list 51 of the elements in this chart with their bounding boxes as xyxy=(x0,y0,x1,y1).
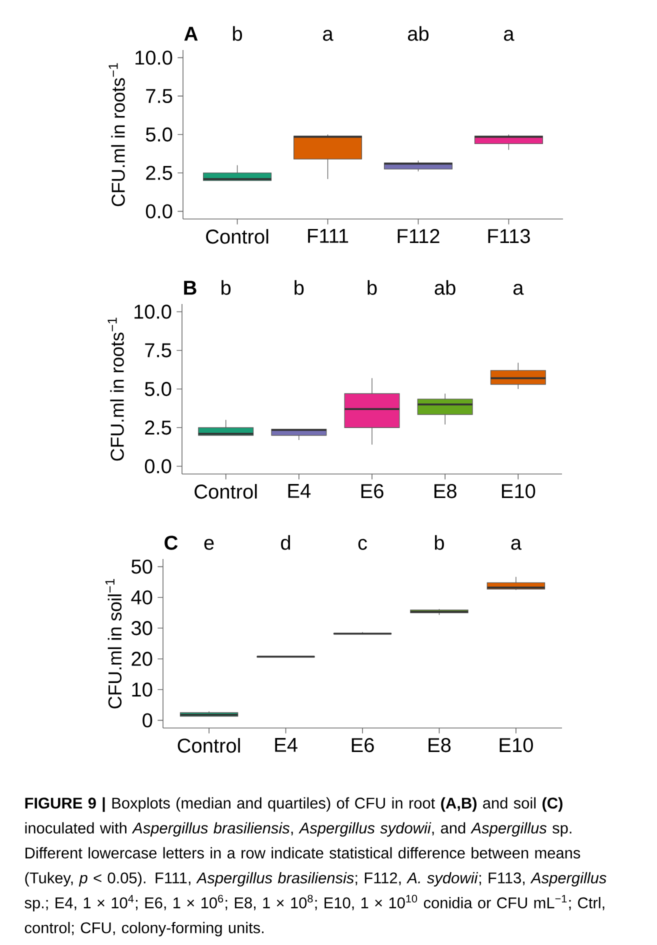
y-tick-label: 20 xyxy=(132,652,152,666)
y-tick-label: 50 xyxy=(132,560,152,574)
x-tick-label: E6 xyxy=(352,738,374,752)
chart-title: A xyxy=(184,26,198,41)
x-tick-label: Control xyxy=(178,738,240,753)
text: d xyxy=(281,535,290,550)
y-tick-label: 0.0 xyxy=(146,204,172,218)
text: a xyxy=(513,284,524,295)
x-tick-label: Control xyxy=(206,229,268,244)
x-tick-label: E4 xyxy=(275,738,298,752)
text: c xyxy=(358,538,367,550)
y-axis-title: CFU.ml in soil$^{−1}$ xyxy=(105,578,122,708)
y-tick-label: 0.0 xyxy=(144,459,172,474)
x-tick-label: E10 xyxy=(502,484,536,498)
x-tick-label: E8 xyxy=(434,484,456,498)
text: b xyxy=(368,280,377,295)
y-tick-label: 40 xyxy=(131,590,152,604)
chart-title: C xyxy=(164,536,178,550)
text: a xyxy=(504,30,514,41)
y-tick-label: 30 xyxy=(131,621,152,636)
y-axis-title: CFU.ml in roots$^{−1}$ xyxy=(108,318,124,461)
y-tick-label: 5.0 xyxy=(146,127,172,142)
text: b xyxy=(434,535,444,550)
x-tick-label: E8 xyxy=(428,738,451,752)
y-tick-label: 10.0 xyxy=(136,50,172,65)
y-tick-label: 2.5 xyxy=(146,166,172,180)
text: FIGURE 9 | Boxplots (median and quartiles) of CFU in root (A,B) and soil (C) inoculated with Aspergillus brasiliensis, Aspergillus sydowii, and Aspergillus sp. Different lowercase letters in a row indicate statistical difference between means (Tukey, p < 0.05). F111, Aspergillus brasiliensis; F112, A. sydowii; F113, Aspergillus sp.; E4, 1 × 10$^{4}$; E6, 1 × 10$^{6}$; E8, 1 × 10$^{8}$; E10, 1 × 10$^{10}$ conidia or CFU mL$^{−1}$; Ctrl, control; CFU, colony-forming units. xyxy=(24,797,606,936)
x-tick-label: F113 xyxy=(488,229,530,244)
x-tick-label: E10 xyxy=(500,738,533,752)
text: ab xyxy=(434,280,456,295)
y-tick-label: 5.0 xyxy=(144,382,172,396)
x-tick-label: Control xyxy=(194,484,257,499)
y-tick-label: 0 xyxy=(142,713,152,728)
y-tick-label: 7.5 xyxy=(145,343,172,358)
y-tick-label: 7.5 xyxy=(146,89,172,104)
x-tick-label: F111 xyxy=(308,229,348,243)
y-tick-label: 2.5 xyxy=(145,420,172,435)
text: ab xyxy=(408,26,429,41)
y-axis-title: CFU.ml in roots$^{−1}$ xyxy=(108,63,125,206)
text: b xyxy=(222,280,231,295)
text: b xyxy=(233,26,242,41)
x-tick-label: F112 xyxy=(398,229,440,243)
x-tick-label: E6 xyxy=(361,484,384,498)
chart-title: B xyxy=(184,280,196,295)
y-tick-label: 10 xyxy=(132,682,152,697)
text: e xyxy=(204,538,214,550)
text: b xyxy=(294,280,304,295)
x-tick-label: E4 xyxy=(288,484,311,498)
text: a xyxy=(323,30,334,41)
text: a xyxy=(511,538,522,550)
y-tick-label: 10.0 xyxy=(134,304,172,319)
